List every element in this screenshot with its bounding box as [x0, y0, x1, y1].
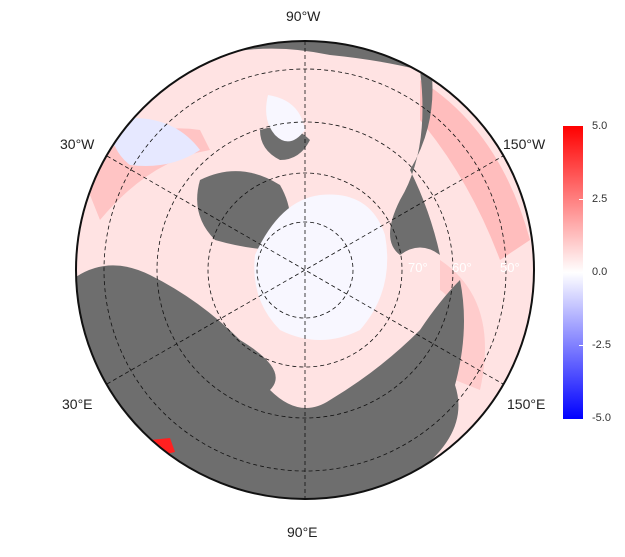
lon-label-upper-right: 150°W	[503, 136, 546, 152]
colorbar-label-min: -5.0	[592, 412, 611, 424]
lat-label-50: 50°	[500, 260, 520, 275]
colorbar-tick-mark	[579, 199, 583, 200]
lat-circle-80	[256, 221, 354, 319]
hudson-bay-ice	[266, 95, 305, 142]
map-border	[75, 40, 535, 500]
colorbar-label-max: 5.0	[592, 120, 608, 132]
meridian-30w-150e	[106, 155, 504, 385]
lat-circle-60	[156, 121, 454, 419]
graticule	[103, 41, 507, 499]
lon-label-top: 90°W	[286, 8, 321, 24]
arctic-ice	[254, 194, 388, 340]
colorbar-label-low: -2.5	[592, 339, 611, 351]
colorbar-label-high: 2.5	[592, 193, 608, 205]
lat-label-70: 70°	[408, 260, 428, 275]
colorbar	[563, 126, 583, 419]
map-disk	[76, 41, 534, 499]
land-greenland	[197, 171, 290, 250]
lat-label-60: 60°	[452, 260, 472, 275]
lon-label-upper-left: 30°W	[60, 136, 95, 152]
anomaly-pacific-east	[420, 80, 530, 260]
colorbar-tick-mark	[579, 272, 583, 273]
colorbar-label-zero: 0.0	[592, 266, 608, 278]
lat-circle-70	[207, 172, 403, 368]
lon-label-bottom: 90°E	[287, 524, 318, 540]
meridian-30e-150w	[106, 155, 504, 385]
colorbar-tick-mark	[579, 345, 583, 346]
lon-label-lower-right: 150°E	[507, 396, 546, 412]
anomaly-negative-patch	[110, 118, 200, 166]
lon-label-lower-left: 30°E	[62, 396, 93, 412]
